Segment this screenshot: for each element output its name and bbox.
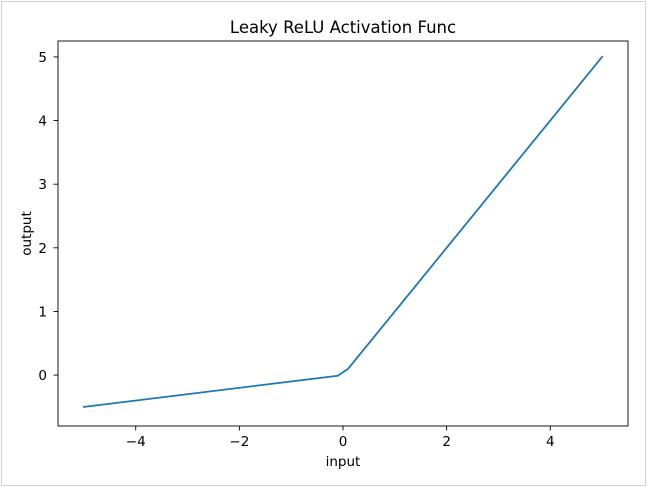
chart-title: Leaky ReLU Activation Func <box>230 18 456 37</box>
y-tick-label: 4 <box>38 114 47 130</box>
x-tick-label: −2 <box>229 434 249 450</box>
ticks-layer: −4 −2 0 2 4 0 1 2 3 4 5 <box>38 50 554 450</box>
y-axis-label: output <box>19 211 35 256</box>
plot-area-frame <box>57 40 629 427</box>
x-tick-label: 2 <box>442 434 451 450</box>
x-tick-label: 4 <box>546 434 555 450</box>
series-layer <box>82 55 604 408</box>
x-axis-label: input <box>326 454 361 470</box>
y-tick-label: 5 <box>38 50 47 66</box>
y-tick-label: 0 <box>38 368 47 384</box>
y-tick-label: 3 <box>38 177 47 193</box>
x-tick-label: 0 <box>339 434 348 450</box>
leaky-relu-series-line <box>82 55 604 408</box>
x-tick-label: −4 <box>126 434 146 450</box>
y-tick-label: 1 <box>38 304 47 320</box>
y-tick-label: 2 <box>38 241 47 257</box>
